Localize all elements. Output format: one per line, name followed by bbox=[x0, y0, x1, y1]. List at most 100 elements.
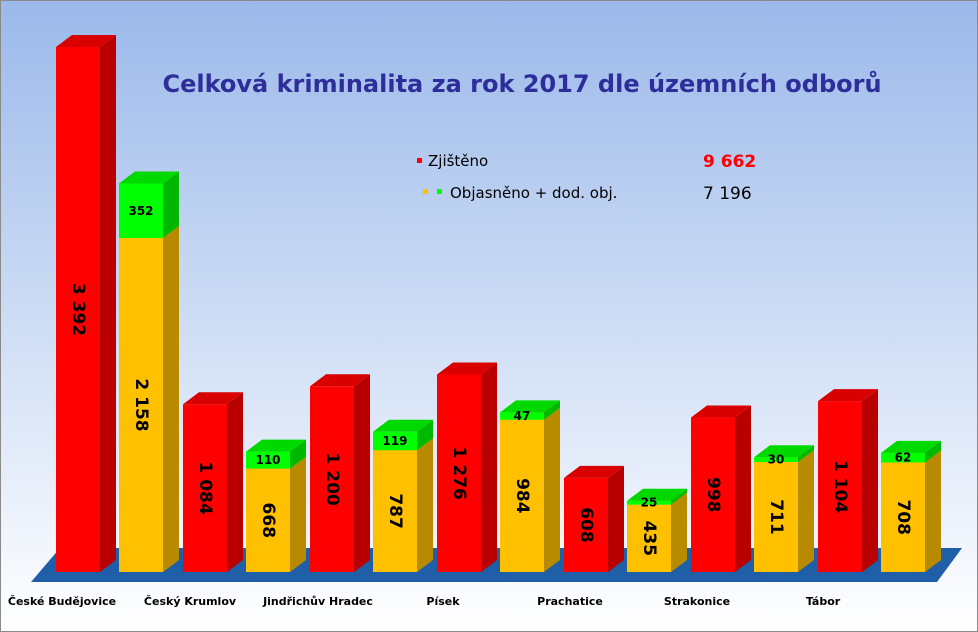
bar-dod-obj-cesky-krumlov-data-label: 110 bbox=[255, 453, 280, 467]
bar-dod-obj-ceske-budejovice-top bbox=[119, 171, 179, 184]
bar-dod-obj-ceske-budejovice-side bbox=[163, 171, 179, 238]
bar-dod-obj-tabor-data-label: 62 bbox=[895, 451, 912, 465]
bar-zjisteno-jindrichuv-hradec-side bbox=[354, 374, 370, 572]
bar-zjisteno-cesky-krumlov-data-label: 1 084 bbox=[195, 461, 215, 514]
legend-total-zjisteno: 9 662 bbox=[703, 152, 756, 172]
bar-zjisteno-strakonice-top bbox=[691, 405, 751, 418]
bar-zjisteno-cesky-krumlov-side bbox=[227, 392, 243, 572]
bar-dod-obj-pisek-front bbox=[500, 412, 544, 420]
bar-objasneno-ceske-budejovice-side bbox=[163, 225, 179, 572]
bar-objasneno-prachatice-front bbox=[627, 504, 671, 572]
legend-label-objasneno: Objasněno + dod. obj. bbox=[450, 184, 617, 202]
bar-zjisteno-cesky-krumlov-front bbox=[183, 404, 227, 572]
bar-objasneno-strakonice-side bbox=[798, 449, 814, 572]
bar-zjisteno-cesky-krumlov: 1 084 bbox=[183, 392, 243, 572]
bar-dod-obj-cesky-krumlov: 110 bbox=[246, 439, 306, 469]
bar-objasneno-tabor-data-label: 708 bbox=[893, 499, 913, 535]
x-tick-label-jindrichuv-hradec: Jindřichův Hradec bbox=[262, 595, 373, 608]
bar-dod-obj-prachatice-data-label: 25 bbox=[641, 496, 658, 510]
legend-swatch-zjisteno bbox=[417, 158, 422, 163]
bar-objasneno-strakonice-data-label: 711 bbox=[766, 499, 786, 535]
bar-zjisteno-ceske-budejovice-data-label: 3 392 bbox=[68, 283, 88, 336]
bar-objasneno-jindrichuv-hradec: 787 bbox=[373, 438, 433, 572]
bar-dod-obj-ceske-budejovice-front bbox=[119, 183, 163, 238]
bar-dod-obj-jindrichuv-hradec-top bbox=[373, 419, 433, 432]
bar-objasneno-ceske-budejovice: 2 158 bbox=[119, 225, 179, 572]
bar-objasneno-ceske-budejovice-data-label: 2 158 bbox=[131, 378, 151, 431]
bar-dod-obj-prachatice-side bbox=[671, 488, 687, 505]
bar-objasneno-jindrichuv-hradec-data-label: 787 bbox=[385, 493, 405, 529]
bar-zjisteno-jindrichuv-hradec-data-label: 1 200 bbox=[322, 453, 342, 506]
bar-dod-obj-prachatice: 25 bbox=[627, 488, 687, 510]
bar-dod-obj-pisek-top bbox=[500, 400, 560, 413]
bar-zjisteno-cesky-krumlov-top bbox=[183, 392, 243, 405]
bar-objasneno-tabor-side bbox=[925, 450, 941, 572]
x-tick-label-prachatice: Prachatice bbox=[537, 595, 603, 608]
bar-dod-obj-tabor-front bbox=[881, 452, 925, 463]
bar-objasneno-pisek: 984 bbox=[500, 407, 560, 572]
bar-dod-obj-strakonice-front bbox=[754, 457, 798, 462]
bar-zjisteno-strakonice: 998 bbox=[691, 405, 751, 572]
bar-dod-obj-ceske-budejovice: 352 bbox=[119, 171, 179, 238]
bar-objasneno-cesky-krumlov-front bbox=[246, 468, 290, 572]
bar-dod-obj-prachatice-top bbox=[627, 488, 687, 501]
bar-objasneno-cesky-krumlov: 668 bbox=[246, 456, 306, 572]
x-tick-label-strakonice: Strakonice bbox=[664, 595, 730, 608]
bar-zjisteno-strakonice-data-label: 998 bbox=[703, 477, 723, 513]
bar-dod-obj-cesky-krumlov-top bbox=[246, 439, 306, 452]
legend-total-objasneno: 7 196 bbox=[703, 184, 752, 204]
bar-dod-obj-jindrichuv-hradec: 119 bbox=[373, 419, 433, 451]
bar-zjisteno-ceske-budejovice-front bbox=[56, 47, 100, 572]
bar-objasneno-tabor-front bbox=[881, 462, 925, 572]
bar-zjisteno-ceske-budejovice: 3 392 bbox=[56, 35, 116, 572]
bar-objasneno-jindrichuv-hradec-side bbox=[417, 438, 433, 572]
legend-swatch-objasneno bbox=[423, 189, 428, 194]
bar-zjisteno-jindrichuv-hradec: 1 200 bbox=[310, 374, 370, 572]
bar-objasneno-pisek-side bbox=[544, 407, 560, 572]
bar-dod-obj-prachatice-front bbox=[627, 500, 671, 505]
bar-dod-obj-strakonice: 30 bbox=[754, 445, 814, 467]
bar-zjisteno-ceske-budejovice-side bbox=[100, 35, 116, 572]
bar-zjisteno-ceske-budejovice-top bbox=[56, 35, 116, 47]
bar-dod-obj-cesky-krumlov-front bbox=[246, 451, 290, 469]
bar-dod-obj-strakonice-top bbox=[754, 445, 814, 458]
bar-zjisteno-jindrichuv-hradec-front bbox=[310, 386, 354, 572]
bar-zjisteno-prachatice-front bbox=[564, 477, 608, 572]
bar-zjisteno-strakonice-front bbox=[691, 417, 735, 572]
bar-zjisteno-jindrichuv-hradec-top bbox=[310, 374, 370, 387]
x-tick-label-cesky-krumlov: Český Krumlov bbox=[144, 595, 237, 608]
bar-zjisteno-tabor-front bbox=[818, 401, 862, 572]
bar-objasneno-pisek-front bbox=[500, 419, 544, 572]
bar-dod-obj-cesky-krumlov-side bbox=[290, 439, 306, 469]
bar-zjisteno-pisek-front bbox=[437, 374, 481, 572]
bar-objasneno-strakonice: 711 bbox=[754, 449, 814, 572]
x-tick-label-tabor: Tábor bbox=[806, 595, 841, 608]
bar-zjisteno-prachatice: 608 bbox=[564, 465, 624, 572]
legend-swatch-dod-obj bbox=[437, 189, 442, 194]
bar-dod-obj-ceske-budejovice-data-label: 352 bbox=[128, 204, 153, 218]
bar-objasneno-strakonice-front bbox=[754, 461, 798, 572]
bar-dod-obj-jindrichuv-hradec-side bbox=[417, 419, 433, 451]
bar-zjisteno-pisek: 1 276 bbox=[437, 362, 497, 572]
chart-title: Celková kriminalita za rok 2017 dle územ… bbox=[162, 70, 881, 98]
bar-zjisteno-tabor: 1 104 bbox=[818, 389, 878, 572]
x-tick-label-ceske-budejovice: České Budějovice bbox=[8, 595, 116, 608]
bar-objasneno-prachatice-data-label: 435 bbox=[639, 521, 659, 557]
bar-objasneno-jindrichuv-hradec-front bbox=[373, 450, 417, 572]
bar-zjisteno-tabor-side bbox=[862, 389, 878, 572]
bar-objasneno-ceske-budejovice-front bbox=[119, 237, 163, 572]
bar-dod-obj-strakonice-side bbox=[798, 445, 814, 462]
bar-zjisteno-prachatice-data-label: 608 bbox=[576, 507, 596, 543]
bar-dod-obj-tabor-side bbox=[925, 440, 941, 463]
bar-dod-obj-tabor: 62 bbox=[881, 440, 941, 465]
bar-zjisteno-pisek-data-label: 1 276 bbox=[449, 447, 469, 500]
bar-dod-obj-pisek-side bbox=[544, 400, 560, 420]
legend-label-zjisteno: Zjištěno bbox=[428, 152, 488, 170]
bar-objasneno-tabor: 708 bbox=[881, 450, 941, 572]
bar-objasneno-pisek-data-label: 984 bbox=[512, 478, 532, 514]
bar-zjisteno-tabor-top bbox=[818, 389, 878, 402]
bar-zjisteno-prachatice-top bbox=[564, 465, 624, 478]
bar-dod-obj-jindrichuv-hradec-data-label: 119 bbox=[382, 434, 407, 448]
